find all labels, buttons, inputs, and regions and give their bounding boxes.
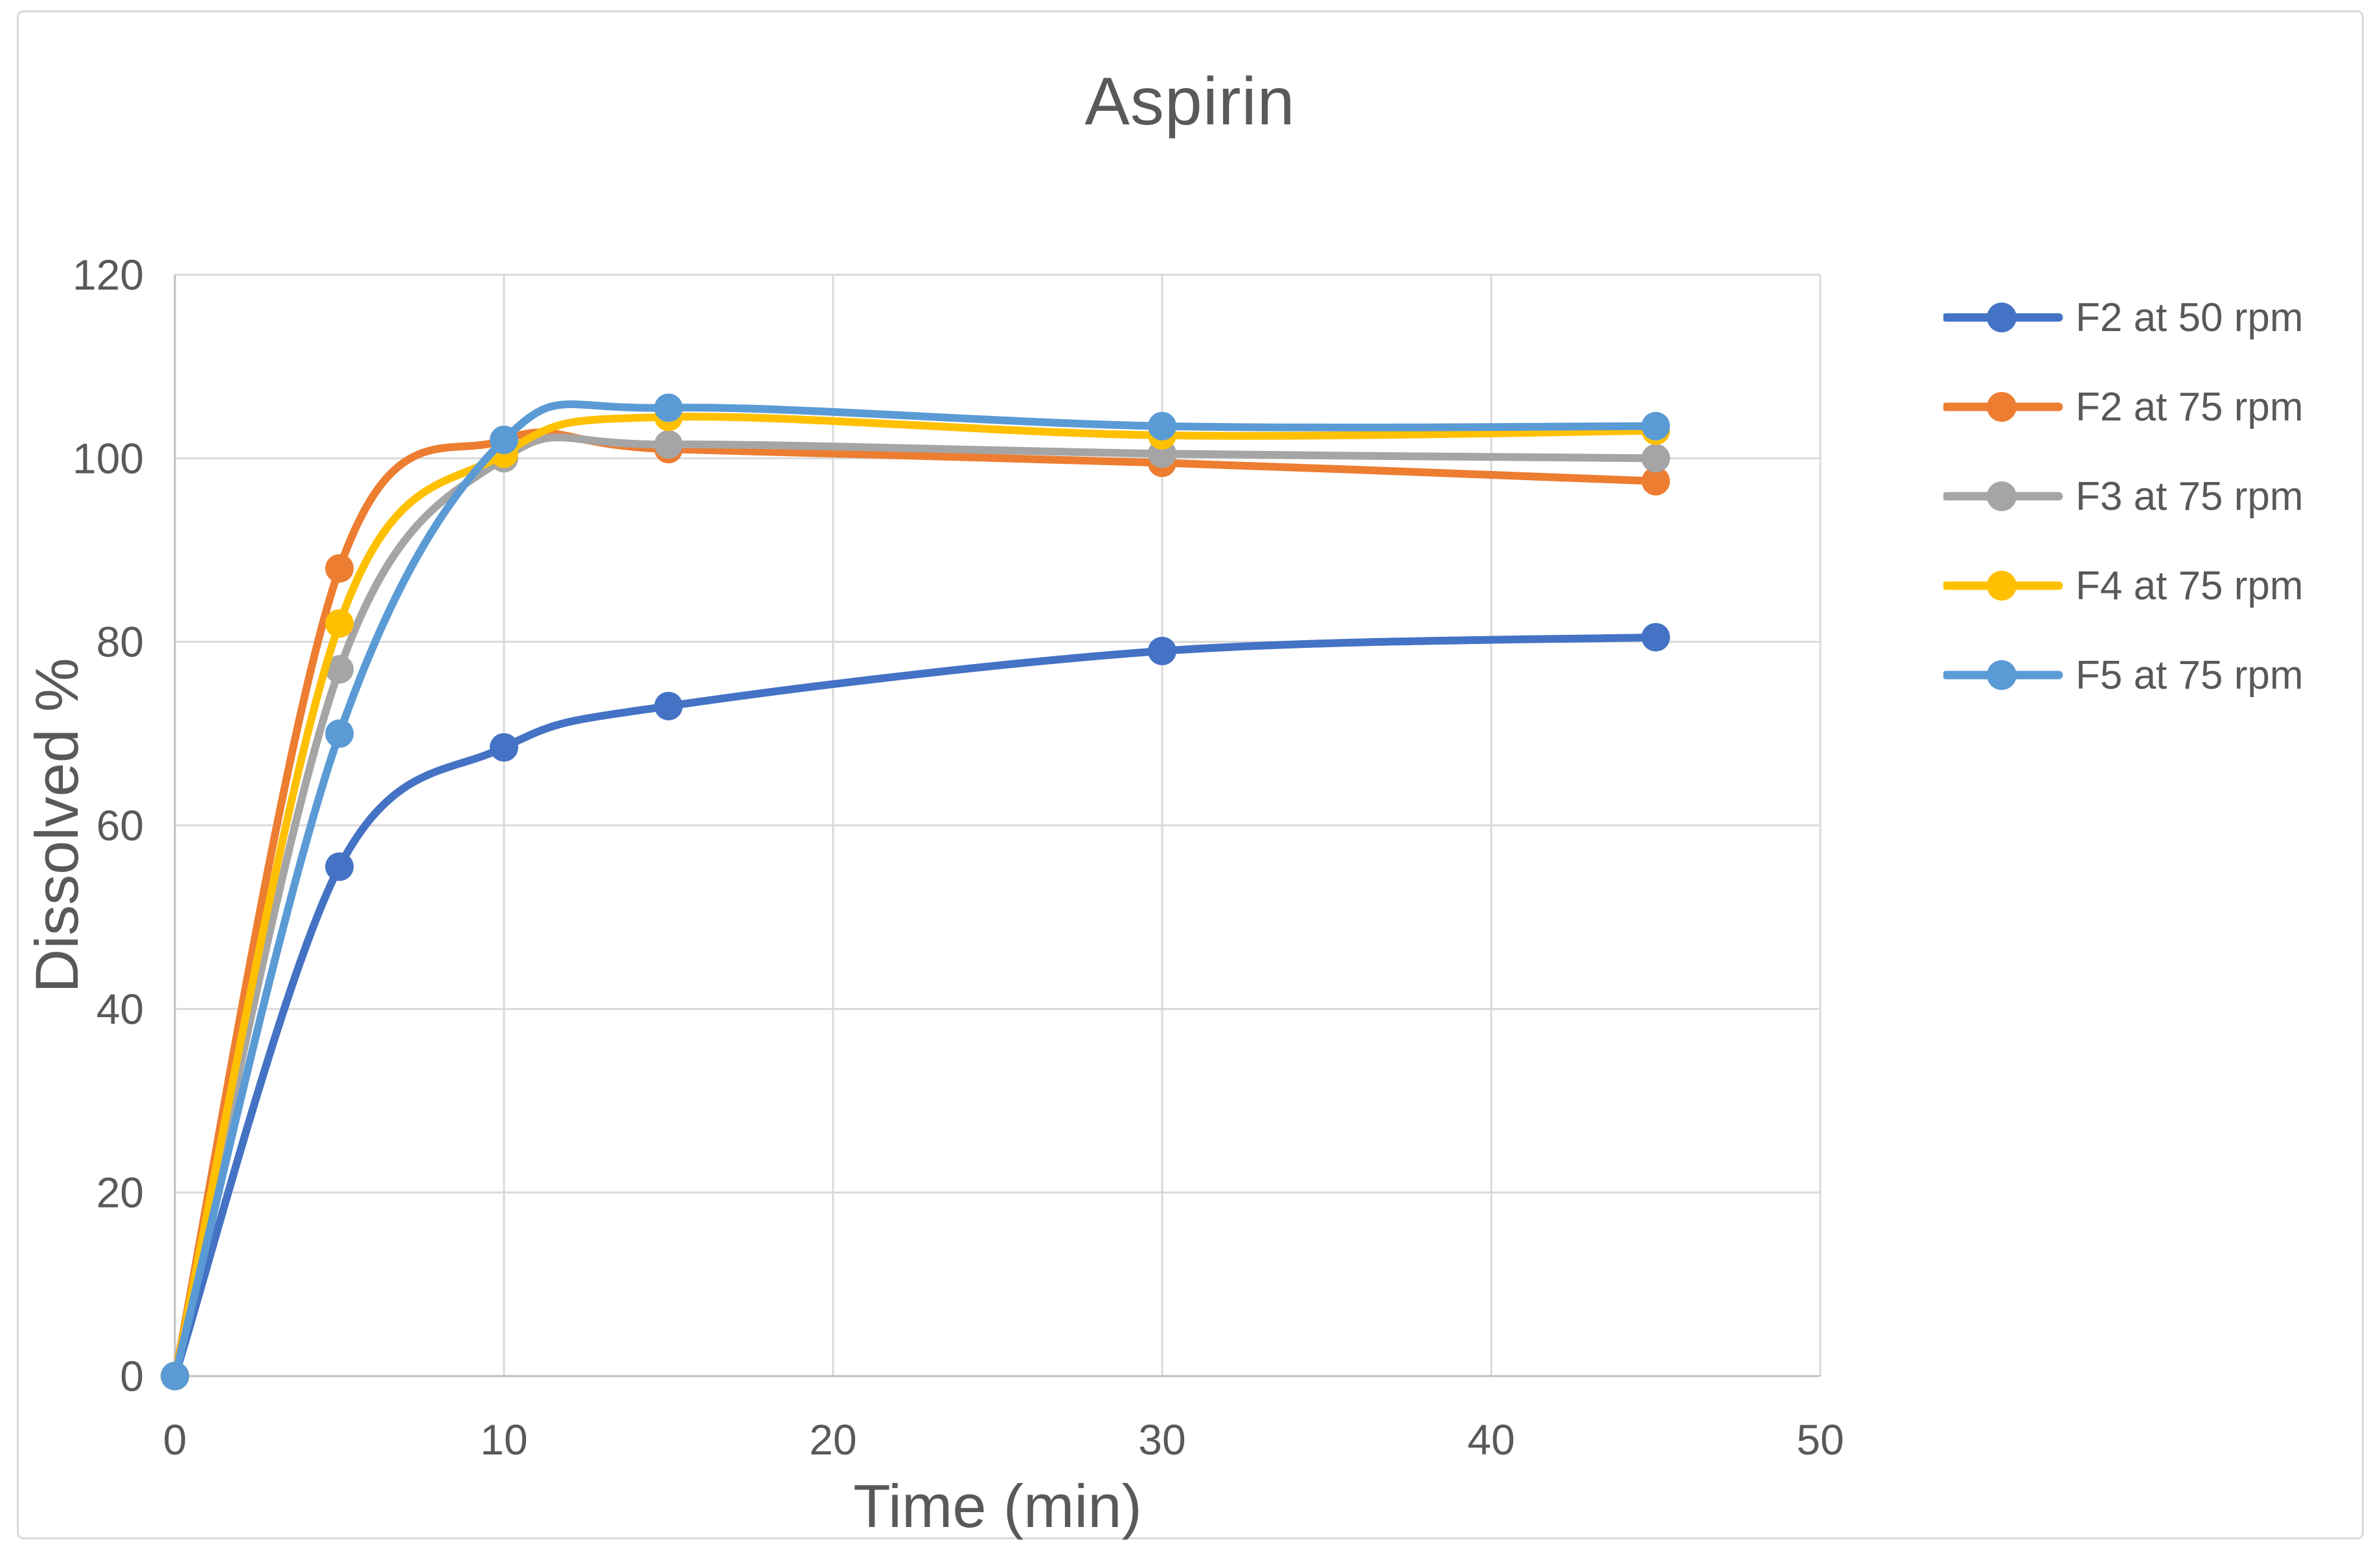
- y-tick-label: 60: [97, 801, 144, 849]
- y-tick-label: 20: [97, 1169, 144, 1217]
- legend-item-f2-50rpm[interactable]: F2 at 50 rpm: [1943, 294, 2303, 341]
- y-tick-label: 0: [120, 1352, 144, 1400]
- x-tick-label: 30: [1138, 1416, 1185, 1464]
- data-point-f5-at-75-rpm: [325, 719, 354, 748]
- data-point-f2-at-50-rpm: [325, 852, 354, 881]
- data-point-f5-at-75-rpm: [1642, 411, 1670, 441]
- data-point-f5-at-75-rpm: [654, 393, 683, 422]
- data-point-f3-at-75-rpm: [325, 655, 354, 684]
- legend-item-f4-75rpm[interactable]: F4 at 75 rpm: [1943, 562, 2303, 609]
- data-point-f3-at-75-rpm: [654, 430, 683, 459]
- y-axis-title: Dissolved %: [23, 658, 91, 993]
- series-line-f3-at-75-rpm: [171, 433, 1660, 1380]
- x-tick-label: 20: [809, 1416, 856, 1464]
- chart-title: Aspirin: [1084, 64, 1296, 139]
- series-line-f2-at-75-rpm: [171, 428, 1660, 1380]
- data-point-f2-at-75-rpm: [1642, 466, 1670, 496]
- data-point-f2-at-50-rpm: [654, 691, 683, 720]
- legend-marker-icon: [1943, 660, 2063, 690]
- legend-marker-icon: [1943, 303, 2063, 332]
- legend-label: F2 at 75 rpm: [2076, 384, 2304, 430]
- y-tick-label: 40: [97, 985, 144, 1033]
- data-point-f2-at-75-rpm: [325, 554, 354, 583]
- data-point-f2-at-50-rpm: [490, 733, 518, 762]
- x-tick-label: 40: [1467, 1416, 1515, 1464]
- series-line-f5-at-75-rpm: [171, 400, 1660, 1380]
- legend-label: F4 at 75 rpm: [2076, 563, 2304, 608]
- y-tick-label: 120: [73, 251, 144, 299]
- series-line-f4-at-75-rpm: [171, 413, 1660, 1380]
- data-point-f5-at-75-rpm: [161, 1362, 189, 1390]
- series-line-f2-at-50-rpm: [171, 633, 1660, 1380]
- x-tick-label: 10: [480, 1416, 527, 1464]
- legend-item-f5-75rpm[interactable]: F5 at 75 rpm: [1943, 652, 2303, 698]
- legend-marker-icon: [1943, 481, 2063, 511]
- legend-label: F2 at 50 rpm: [2076, 295, 2304, 340]
- data-point-f2-at-50-rpm: [1642, 623, 1670, 652]
- data-point-f5-at-75-rpm: [490, 426, 518, 454]
- legend-marker-icon: [1943, 571, 2063, 601]
- data-point-f3-at-75-rpm: [1642, 444, 1670, 473]
- data-point-f2-at-50-rpm: [1148, 636, 1176, 665]
- data-point-f4-at-75-rpm: [325, 609, 354, 638]
- legend-label: F5 at 75 rpm: [2076, 652, 2304, 698]
- chart-area-border: [17, 10, 2364, 1539]
- y-tick-label: 100: [73, 434, 144, 482]
- y-tick-label: 80: [97, 618, 144, 666]
- legend-item-f2-75rpm[interactable]: F2 at 75 rpm: [1943, 384, 2303, 430]
- legend-item-f3-75rpm[interactable]: F3 at 75 rpm: [1943, 473, 2303, 520]
- x-tick-label: 50: [1796, 1416, 1844, 1464]
- legend-label: F3 at 75 rpm: [2076, 474, 2304, 519]
- legend-marker-icon: [1943, 392, 2063, 422]
- x-tick-label: 0: [163, 1416, 187, 1464]
- data-point-f5-at-75-rpm: [1148, 411, 1176, 441]
- x-axis-title: Time (min): [853, 1472, 1142, 1540]
